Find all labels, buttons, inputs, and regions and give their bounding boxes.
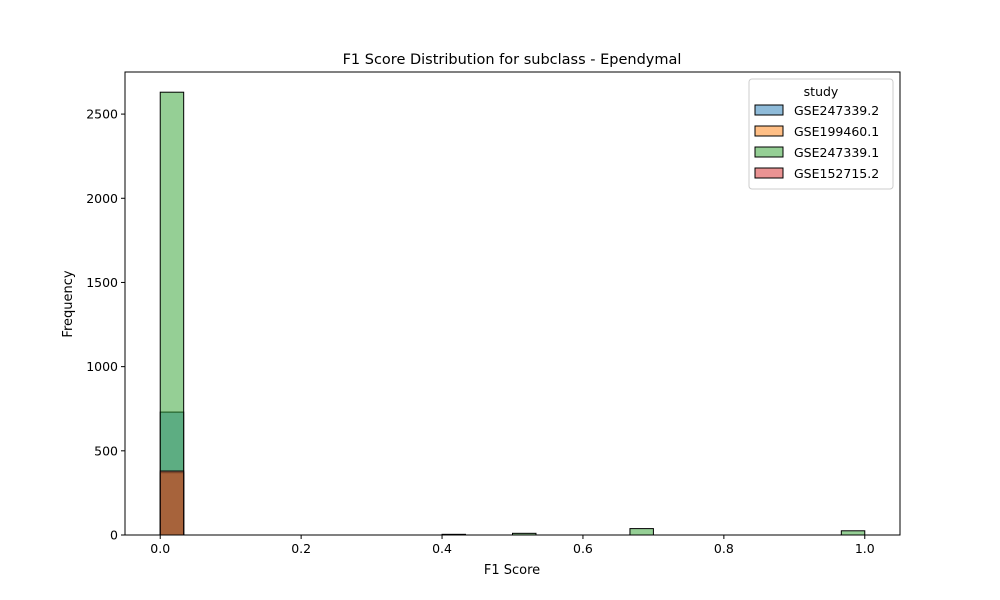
x-axis-label: F1 Score [484,563,540,578]
x-axis: 0.0 0.2 0.4 0.6 0.8 1.0 [150,535,875,556]
legend-label: GSE247339.2 [794,103,879,118]
legend-label: GSE152715.2 [794,166,879,181]
y-axis: 0 500 1000 1500 2000 2500 [86,107,125,543]
y-tick-label: 1500 [86,275,118,290]
legend-label: GSE247339.1 [794,145,879,160]
legend-box [748,78,894,190]
legend-label: GSE199460.1 [794,124,879,139]
legend-items: GSE247339.2 GSE199460.1 GSE247339.1 GSE1527… [754,103,879,181]
histogram-bar [629,528,654,536]
legend-title: study [804,84,839,99]
legend-swatch [754,146,784,158]
legend-swatch [754,167,784,179]
y-tick-label: 500 [94,443,118,458]
x-tick-label: 0.4 [432,541,452,556]
chart-title: F1 Score Distribution for subclass - Epe… [343,52,682,68]
y-tick-label: 1000 [86,359,118,374]
x-tick-label: 0.0 [150,541,170,556]
legend-swatch [754,125,784,137]
x-tick-label: 0.6 [573,541,593,556]
legend-swatch [754,104,784,116]
bars-layer [159,91,866,536]
x-tick-label: 1.0 [855,541,875,556]
legend: study GSE247339.2GSE199460.1GSE247339.1G… [748,78,894,190]
y-tick-label: 2000 [86,191,118,206]
histogram-bar [840,530,866,536]
y-tick-label: 0 [110,528,118,543]
y-axis-label: Frequency [61,270,76,337]
plot-frame [124,71,901,536]
histogram-bar [159,470,185,536]
x-tick-label: 0.8 [714,541,734,556]
histogram-bar [159,91,185,536]
y-tick-label: 2500 [86,107,118,122]
x-tick-label: 0.2 [291,541,311,556]
